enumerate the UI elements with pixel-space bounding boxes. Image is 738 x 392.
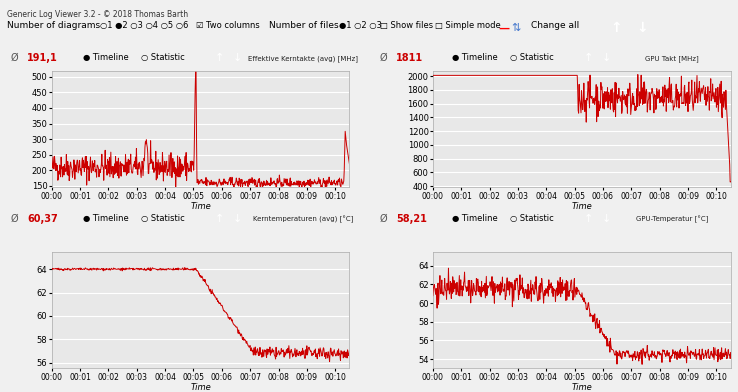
Text: Change all: Change all xyxy=(531,21,579,30)
Text: GPU Takt [MHz]: GPU Takt [MHz] xyxy=(645,55,699,62)
Text: Ø: Ø xyxy=(11,53,18,63)
Text: ↑: ↑ xyxy=(583,53,593,63)
Text: ● Timeline: ● Timeline xyxy=(452,53,498,62)
Text: ○ Statistic: ○ Statistic xyxy=(141,53,184,62)
Text: ↓: ↓ xyxy=(232,214,242,224)
Text: —: — xyxy=(499,24,510,33)
Text: ↓: ↓ xyxy=(232,53,242,63)
X-axis label: Time: Time xyxy=(571,383,592,392)
Text: Ø: Ø xyxy=(11,214,18,223)
Text: ↑: ↑ xyxy=(610,22,622,35)
X-axis label: Time: Time xyxy=(190,202,211,211)
Text: 191,1: 191,1 xyxy=(27,53,58,63)
Text: 1811: 1811 xyxy=(396,53,424,63)
Text: □ Simple mode: □ Simple mode xyxy=(435,21,501,30)
Text: ↑: ↑ xyxy=(583,214,593,224)
Text: ↓: ↓ xyxy=(601,214,611,224)
Text: Ø: Ø xyxy=(380,53,387,63)
Text: Number of diagrams: Number of diagrams xyxy=(7,21,100,30)
Text: 60,37: 60,37 xyxy=(27,214,58,223)
Text: ○ Statistic: ○ Statistic xyxy=(141,214,184,223)
Text: Kerntemperaturen (avg) [°C]: Kerntemperaturen (avg) [°C] xyxy=(253,215,354,223)
Text: ● Timeline: ● Timeline xyxy=(452,214,498,223)
Text: ☑ Two columns: ☑ Two columns xyxy=(196,21,259,30)
Text: ↓: ↓ xyxy=(601,53,611,63)
Text: GPU-Temperatur [°C]: GPU-Temperatur [°C] xyxy=(636,215,708,223)
Text: □ Show files: □ Show files xyxy=(380,21,433,30)
Text: Ø: Ø xyxy=(380,214,387,223)
Text: Effektive Kerntakte (avg) [MHz]: Effektive Kerntakte (avg) [MHz] xyxy=(248,55,358,62)
Text: ○ Statistic: ○ Statistic xyxy=(510,53,554,62)
Text: ● Timeline: ● Timeline xyxy=(83,53,129,62)
X-axis label: Time: Time xyxy=(571,202,592,211)
Text: ↑: ↑ xyxy=(214,53,224,63)
Text: Generic Log Viewer 3.2 - © 2018 Thomas Barth: Generic Log Viewer 3.2 - © 2018 Thomas B… xyxy=(7,10,188,19)
Text: ↑: ↑ xyxy=(214,214,224,224)
Text: ⇅: ⇅ xyxy=(511,24,520,33)
Text: ○1 ●2 ○3 ○4 ○5 ○6: ○1 ●2 ○3 ○4 ○5 ○6 xyxy=(100,21,188,30)
Text: ↓: ↓ xyxy=(636,22,648,35)
Text: ●1 ○2 ○3: ●1 ○2 ○3 xyxy=(339,21,382,30)
Text: ● Timeline: ● Timeline xyxy=(83,214,129,223)
Text: ○ Statistic: ○ Statistic xyxy=(510,214,554,223)
Text: Number of files: Number of files xyxy=(269,21,339,30)
Text: 58,21: 58,21 xyxy=(396,214,427,223)
X-axis label: Time: Time xyxy=(190,383,211,392)
